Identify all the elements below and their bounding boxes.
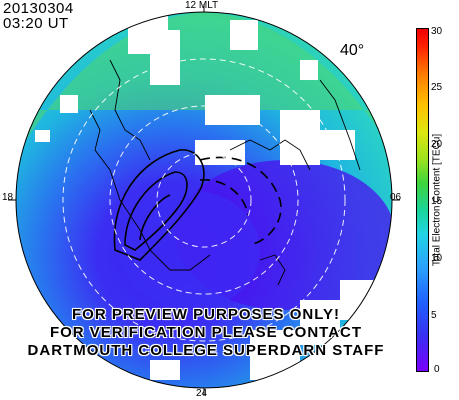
colorbar-tick: 10: [431, 253, 443, 264]
latitude-circles: [62, 58, 346, 342]
colorbar-tick: 30: [431, 26, 443, 37]
watermark-line-3: DARTMOUTH COLLEGE SUPERDARN STAFF: [27, 342, 385, 359]
colorbar-tick: 20: [431, 139, 443, 150]
colorbar: [416, 28, 429, 372]
colorbar-tick: 0: [434, 364, 440, 375]
colorbar-title: Total Electron Content [TECu]: [431, 133, 443, 267]
colorbar-tick: 5: [431, 310, 437, 321]
colorbar-tick: 25: [431, 82, 443, 93]
time-label: 03:20 UT: [3, 15, 69, 32]
mlt-label-top: 12 MLT: [185, 0, 219, 11]
coastlines: [89, 59, 361, 286]
watermark-line-2: FOR VERIFICATION PLEASE CONTACT: [49, 324, 363, 341]
date-label: 20130304: [3, 0, 74, 17]
colorbar-tick: 15: [431, 196, 443, 207]
mlt-label-right: 06: [390, 192, 402, 203]
mlt-label-left: 18: [2, 192, 14, 203]
watermark-line-1: FOR PREVIEW PURPOSES ONLY!: [72, 306, 340, 323]
latitude-label: 40°: [340, 42, 365, 59]
mlt-label-bottom: 24: [196, 388, 208, 399]
polar-tec-map: [8, 4, 400, 396]
